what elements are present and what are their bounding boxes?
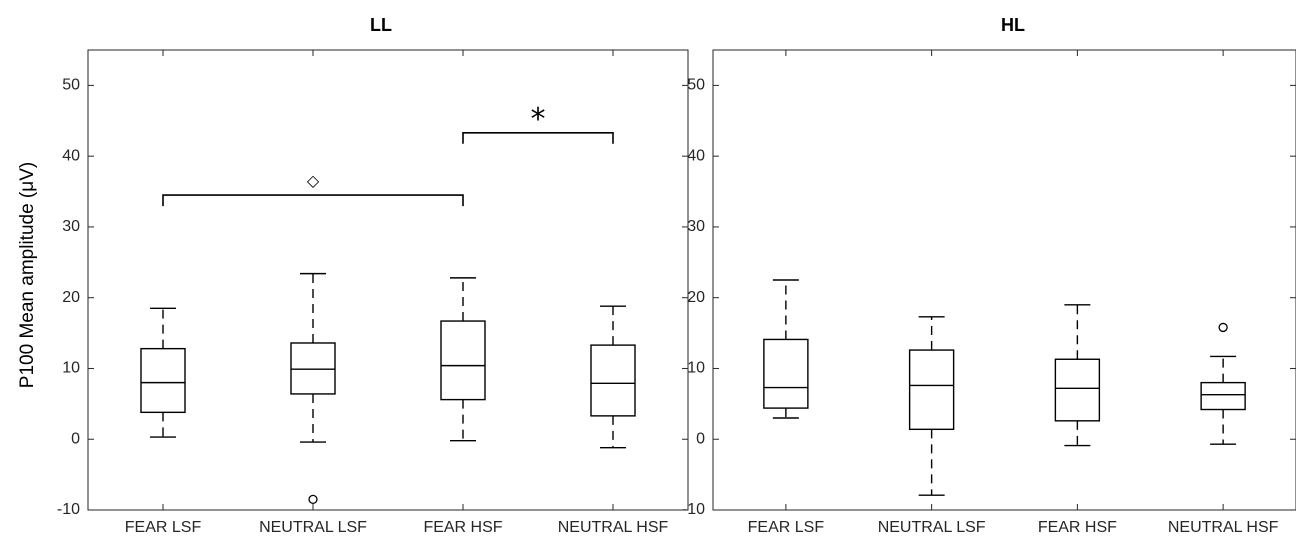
y-tick-label: 50 bbox=[62, 77, 80, 94]
bracket-line bbox=[162, 194, 464, 207]
significance-bracket: * bbox=[462, 102, 614, 144]
outlier-point bbox=[308, 494, 318, 505]
box-fear-lsf bbox=[140, 307, 186, 438]
box-fear-hsf bbox=[440, 277, 486, 442]
asterisk-marker: * bbox=[531, 102, 546, 137]
x-tick-label: NEUTRAL HSF bbox=[558, 519, 669, 536]
y-tick-label: 10 bbox=[687, 360, 705, 377]
y-tick-label: 10 bbox=[62, 360, 80, 377]
y-tick-label: -10 bbox=[682, 501, 705, 518]
y-tick-label: 30 bbox=[62, 218, 80, 235]
iqr-box bbox=[763, 338, 809, 409]
y-tick-label: 40 bbox=[62, 147, 80, 164]
iqr-box bbox=[1054, 358, 1101, 422]
outlier-point bbox=[1218, 322, 1228, 333]
x-tick-label: FEAR LSF bbox=[748, 519, 825, 536]
x-tick-label: FEAR HSF bbox=[1038, 519, 1117, 536]
y-tick-label: 40 bbox=[687, 147, 705, 164]
x-tick-label: NEUTRAL LSF bbox=[878, 519, 986, 536]
box-fear-lsf bbox=[763, 279, 809, 419]
x-tick-label: FEAR LSF bbox=[125, 519, 202, 536]
box-neutral-hsf bbox=[590, 305, 636, 449]
panel-title: LL bbox=[370, 15, 392, 35]
y-tick-label: -10 bbox=[57, 501, 80, 518]
iqr-box bbox=[908, 349, 955, 431]
axes-box bbox=[712, 49, 1296, 511]
bracket-line bbox=[462, 132, 614, 144]
significance-bracket: ◇ bbox=[162, 171, 464, 207]
iqr-box bbox=[290, 342, 336, 395]
panel-title: HL bbox=[1001, 15, 1025, 35]
box-neutral-lsf bbox=[908, 316, 955, 496]
x-tick-label: NEUTRAL HSF bbox=[1168, 519, 1279, 536]
box-neutral-hsf bbox=[1200, 322, 1246, 445]
iqr-box bbox=[440, 320, 486, 401]
diamond-marker: ◇ bbox=[307, 171, 320, 190]
y-axis-label: P100 Mean amplitude (μV) bbox=[17, 162, 38, 388]
y-tick-label: 0 bbox=[71, 430, 80, 447]
box-fear-hsf bbox=[1054, 304, 1101, 447]
iqr-box bbox=[140, 347, 186, 414]
x-tick-label: NEUTRAL LSF bbox=[259, 519, 367, 536]
y-tick-label: 30 bbox=[687, 218, 705, 235]
y-tick-label: 50 bbox=[687, 77, 705, 94]
y-tick-label: 20 bbox=[687, 289, 705, 306]
panel-ll: LL -10 0 10 20 30 40 50 FEAR LSF NEUTRAL LSF FEAR … bbox=[57, 15, 689, 536]
iqr-box bbox=[1200, 381, 1246, 411]
y-tick-label: 0 bbox=[696, 430, 705, 447]
x-tick-label: FEAR HSF bbox=[423, 519, 502, 536]
y-tick-label: 20 bbox=[62, 289, 80, 306]
panel-hl: HL -10 0 10 20 30 40 50 FEAR LSF NEUTRAL LSF FEAR … bbox=[682, 15, 1296, 536]
axes-box bbox=[87, 49, 689, 511]
iqr-box bbox=[590, 344, 636, 417]
box-neutral-lsf bbox=[290, 272, 336, 505]
